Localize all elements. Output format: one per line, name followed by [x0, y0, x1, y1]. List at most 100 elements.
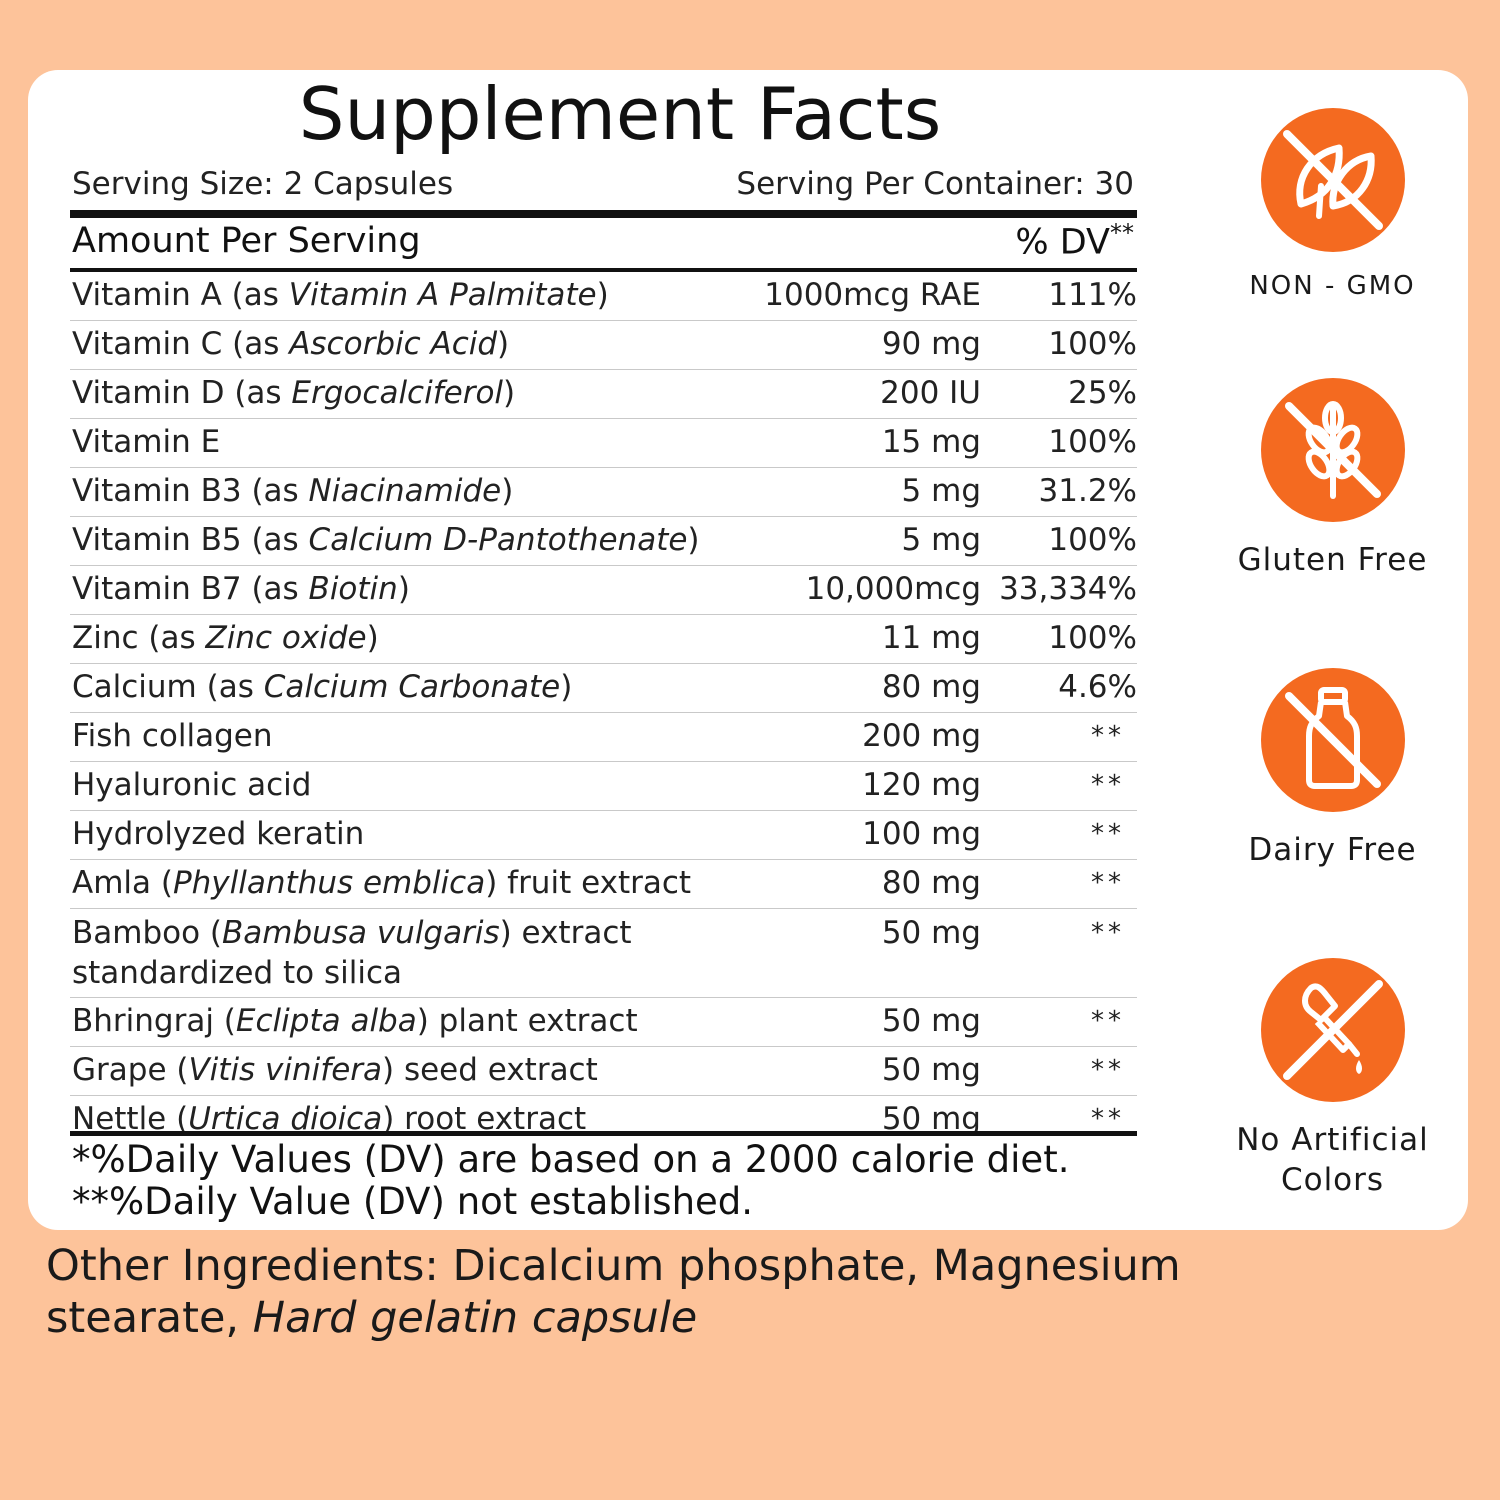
nutrient-amount: 50 mg — [881, 1052, 981, 1088]
footnote-daily-values: *%Daily Values (DV) are based on a 2000 … — [72, 1138, 1070, 1181]
nutrient-amount: 200 IU — [880, 375, 981, 411]
serving-info: Serving Size: 2 Capsules Serving Per Con… — [72, 164, 1134, 204]
dairy-free-bottle-icon — [1260, 668, 1405, 812]
nutrient-name-text: Vitamin C (as — [72, 326, 290, 362]
nutrient-daily-value: ** — [1091, 1006, 1125, 1036]
nutrient-name-text: Hydrolyzed keratin — [72, 816, 365, 852]
nutrient-name-text: Vitamin B7 (as — [72, 571, 309, 607]
nutrient-amount: 11 mg — [881, 620, 981, 656]
nutrient-daily-value: ** — [1091, 868, 1125, 898]
nutrient-row: Vitamin D (as Ergocalciferol) 200 IU 25% — [70, 370, 1137, 419]
other-ingredients: Other Ingredients: Dicalcium phosphate, … — [46, 1240, 1246, 1344]
header-divider — [70, 268, 1137, 272]
nutrient-name: Fish collagen — [70, 717, 761, 756]
badge-gluten-free: Gluten Free — [1230, 378, 1435, 580]
nutrient-name-text: Vitamin B5 (as — [72, 522, 309, 558]
nutrient-daily-value: 100% — [1048, 522, 1137, 558]
nutrient-row: Amla (Phyllanthus emblica) fruit extract… — [70, 860, 1137, 909]
nutrient-source: Niacinamide — [308, 473, 502, 509]
nutrient-name-text: Zinc (as — [72, 620, 206, 656]
nutrient-row: Grape (Vitis vinifera) seed extract 50 mg… — [70, 1047, 1137, 1096]
nutrient-name-suffix: ) — [397, 571, 410, 607]
nutrient-source: Biotin — [308, 571, 398, 607]
nutrient-row: Hydrolyzed keratin 100 mg ** — [70, 811, 1137, 860]
nutrient-row: Vitamin B3 (as Niacinamide) 5 mg 31.2% — [70, 468, 1137, 517]
nutrient-name-suffix: ) — [560, 669, 573, 705]
amount-per-serving-label: Amount Per Serving — [72, 221, 421, 261]
nutrient-row: Bhringraj (Eclipta alba) plant extract 50… — [70, 998, 1137, 1047]
nutrient-name-text: Bamboo ( — [72, 915, 223, 951]
nutrient-daily-value: ** — [1091, 721, 1125, 751]
nutrient-daily-value: 100% — [1048, 326, 1137, 362]
nutrient-source: Ergocalciferol — [291, 375, 504, 411]
nutrient-name: Calcium (as Calcium Carbonate) — [70, 668, 761, 707]
nutrient-source: Calcium Carbonate — [263, 669, 561, 705]
nutrient-amount: 120 mg — [862, 767, 981, 803]
other-ingredients-italic: Hard gelatin capsule — [252, 1293, 698, 1343]
nutrient-name-text: Calcium (as — [72, 669, 264, 705]
serving-size: Serving Size: 2 Capsules — [72, 166, 454, 202]
nutrient-name: Vitamin E — [70, 423, 761, 462]
dv-header: % DV** — [1015, 219, 1134, 263]
nutrient-daily-value: 25% — [1068, 375, 1137, 411]
nutrient-amount: 50 mg — [881, 1003, 981, 1039]
nutrient-name-suffix: ) fruit extract — [485, 865, 692, 901]
nutrient-name: Vitamin D (as Ergocalciferol) — [70, 374, 761, 413]
badge-non-gmo: NON - GMO — [1230, 108, 1435, 306]
nutrient-name-text: Bhringraj ( — [72, 1003, 236, 1039]
badge-no-artificial-colors: No Artificial Colors — [1230, 958, 1435, 1200]
nutrient-name-suffix: ) — [503, 375, 516, 411]
nutrient-name: Vitamin C (as Ascorbic Acid) — [70, 325, 761, 364]
nutrient-name: Vitamin B5 (as Calcium D-Pantothenate) — [70, 521, 761, 560]
panel-title: Supplement Facts — [298, 72, 942, 156]
amount-per-serving-header: Amount Per Serving % DV** — [72, 218, 1134, 264]
nutrient-source: Vitamin A Palmitate — [288, 277, 597, 313]
nutrient-row: Vitamin B7 (as Biotin) 10,000mcg 33,334% — [70, 566, 1137, 615]
nutrient-name-text: Grape ( — [72, 1052, 189, 1088]
nutrient-name-suffix: ) — [687, 522, 700, 558]
nutrient-amount: 5 mg — [901, 473, 981, 509]
nutrient-amount: 90 mg — [881, 326, 981, 362]
nutrient-name-suffix: ) — [366, 620, 379, 656]
nutrient-source: Phyllanthus emblica — [172, 865, 486, 901]
nutrient-source: Ascorbic Acid — [289, 326, 498, 362]
nutrient-name-suffix: ) — [596, 277, 609, 313]
nutrient-name: Bhringraj (Eclipta alba) plant extract — [70, 1002, 761, 1041]
nutrient-source: Bambusa vulgaris — [222, 915, 500, 951]
badge-label: Dairy Free — [1248, 832, 1417, 868]
dv-header-stars: ** — [1110, 219, 1134, 248]
nutrient-daily-value: ** — [1091, 918, 1125, 948]
nutrient-name-text: Vitamin A (as — [72, 277, 289, 313]
nutrient-row: Vitamin A (as Vitamin A Palmitate) 1000mc… — [70, 272, 1137, 321]
nutrient-name-text: Amla ( — [72, 865, 173, 901]
nutrient-amount: 5 mg — [901, 522, 981, 558]
nutrient-daily-value: 31.2% — [1038, 473, 1137, 509]
nutrient-name: Amla (Phyllanthus emblica) fruit extract — [70, 864, 761, 903]
nutrient-row: Fish collagen 200 mg ** — [70, 713, 1137, 762]
nutrient-name-suffix: ) seed extract — [382, 1052, 598, 1088]
nutrient-amount: 50 mg — [881, 915, 981, 951]
nutrient-amount: 10,000mcg — [805, 571, 981, 607]
nutrient-name-suffix: ) extract standardized to silica — [72, 915, 632, 991]
nutrient-amount: 15 mg — [881, 424, 981, 460]
badge-label: No Artificial Colors — [1236, 1122, 1429, 1198]
no-gmo-leaf-icon — [1260, 108, 1405, 252]
nutrient-name: Hydrolyzed keratin — [70, 815, 761, 854]
nutrient-source: Calcium D-Pantothenate — [308, 522, 688, 558]
gluten-free-wheat-icon — [1260, 378, 1405, 522]
nutrient-name-text: Vitamin B3 (as — [72, 473, 309, 509]
nutrient-name-text: Vitamin D (as — [72, 375, 292, 411]
nutrient-amount: 1000mcg RAE — [764, 277, 981, 313]
no-artificial-colors-dropper-icon — [1260, 958, 1405, 1102]
nutrient-name-text: Vitamin E — [72, 424, 221, 460]
nutrient-name-suffix: ) plant extract — [416, 1003, 638, 1039]
other-ingredients-text: Other Ingredients: Dicalcium phosphate, … — [46, 1241, 1181, 1343]
table-bottom-divider — [70, 1131, 1137, 1136]
nutrient-amount: 80 mg — [881, 865, 981, 901]
nutrient-source: Zinc oxide — [205, 620, 367, 656]
nutrient-row: Vitamin B5 (as Calcium D-Pantothenate) 5 … — [70, 517, 1137, 566]
nutrient-daily-value: ** — [1091, 1104, 1125, 1134]
nutrient-name-suffix: ) — [501, 473, 514, 509]
nutrient-name: Hyaluronic acid — [70, 766, 761, 805]
nutrient-row: Vitamin C (as Ascorbic Acid) 90 mg 100% — [70, 321, 1137, 370]
